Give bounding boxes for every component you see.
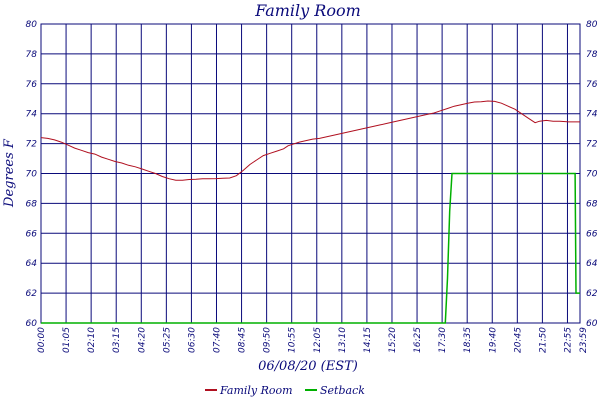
y-tick-label-right: 68 xyxy=(586,199,598,209)
series-line-family-room xyxy=(40,100,580,181)
x-tick-label: 17:30 xyxy=(438,327,448,353)
y-axis-label: Degrees F xyxy=(2,138,17,208)
y-tick-label-right: 72 xyxy=(586,140,598,150)
y-tick-label: 72 xyxy=(26,140,38,150)
y-tick-label: 80 xyxy=(26,20,38,30)
x-tick-label: 20:45 xyxy=(513,327,523,353)
legend-label: Setback xyxy=(320,384,365,397)
y-tick-label: 68 xyxy=(26,199,38,209)
x-tick-label: 09:50 xyxy=(263,327,273,353)
x-tick-label: 01:05 xyxy=(62,327,72,353)
x-tick-label: 03:15 xyxy=(112,327,122,353)
y-tick-label-right: 80 xyxy=(586,20,598,30)
y-tick-label: 76 xyxy=(26,80,38,90)
x-tick-label: 21:50 xyxy=(538,327,548,353)
x-tick-label: 18:35 xyxy=(463,327,473,353)
x-tick-label: 06:30 xyxy=(187,327,197,353)
x-tick-label: 04:20 xyxy=(137,327,147,353)
y-tick-label: 62 xyxy=(26,289,38,299)
x-tick-label: 08:45 xyxy=(238,327,248,353)
x-tick-label: 02:10 xyxy=(87,327,97,353)
legend: Family Room Setback xyxy=(205,384,365,397)
series-layer xyxy=(40,100,580,324)
y-tick-label: 70 xyxy=(26,170,38,180)
x-tick-label: 13:10 xyxy=(338,327,348,353)
y-axis-right-ticks: 60 62 64 66 68 70 72 74 76 78 80 xyxy=(586,20,598,329)
y-tick-label-right: 62 xyxy=(586,289,598,299)
grid xyxy=(40,23,581,324)
x-tick-label: 12:05 xyxy=(313,327,323,353)
x-tick-label: 05:25 xyxy=(162,327,172,353)
y-axis-left-ticks: 60 62 64 66 68 70 72 74 76 78 80 xyxy=(26,20,38,329)
y-tick-label-right: 76 xyxy=(586,80,598,90)
y-tick-label-right: 66 xyxy=(586,229,598,239)
x-tick-label: 16:25 xyxy=(413,327,423,353)
y-tick-label: 78 xyxy=(26,50,38,60)
y-tick-label: 64 xyxy=(26,259,38,269)
y-tick-label-right: 78 xyxy=(586,50,598,60)
x-tick-label: 15:20 xyxy=(388,327,398,353)
x-axis-label: 06/08/20 (EST) xyxy=(258,359,358,374)
legend-label: Family Room xyxy=(219,384,293,397)
series-line-setback xyxy=(41,172,580,324)
y-tick-label-right: 64 xyxy=(586,259,598,269)
x-tick-label: 22:55 xyxy=(563,327,573,353)
chart-title: Family Room xyxy=(254,1,361,20)
y-tick-label-right: 70 xyxy=(586,170,598,180)
y-tick-label: 60 xyxy=(26,319,38,329)
x-tick-label: 23:59 xyxy=(579,327,589,353)
y-tick-label: 74 xyxy=(26,110,38,120)
x-tick-label: 00:00 xyxy=(37,327,47,353)
x-tick-label: 14:15 xyxy=(363,327,373,353)
x-tick-label: 07:40 xyxy=(212,327,222,353)
y-tick-label: 66 xyxy=(26,229,38,239)
y-tick-label-right: 60 xyxy=(586,319,598,329)
x-tick-label: 19:40 xyxy=(488,327,498,353)
x-axis-ticks: 00:00 01:05 02:10 03:15 04:20 05:25 06:30 07:40… xyxy=(37,327,589,353)
x-tick-label: 10:55 xyxy=(288,327,298,353)
y-tick-label-right: 74 xyxy=(586,110,598,120)
